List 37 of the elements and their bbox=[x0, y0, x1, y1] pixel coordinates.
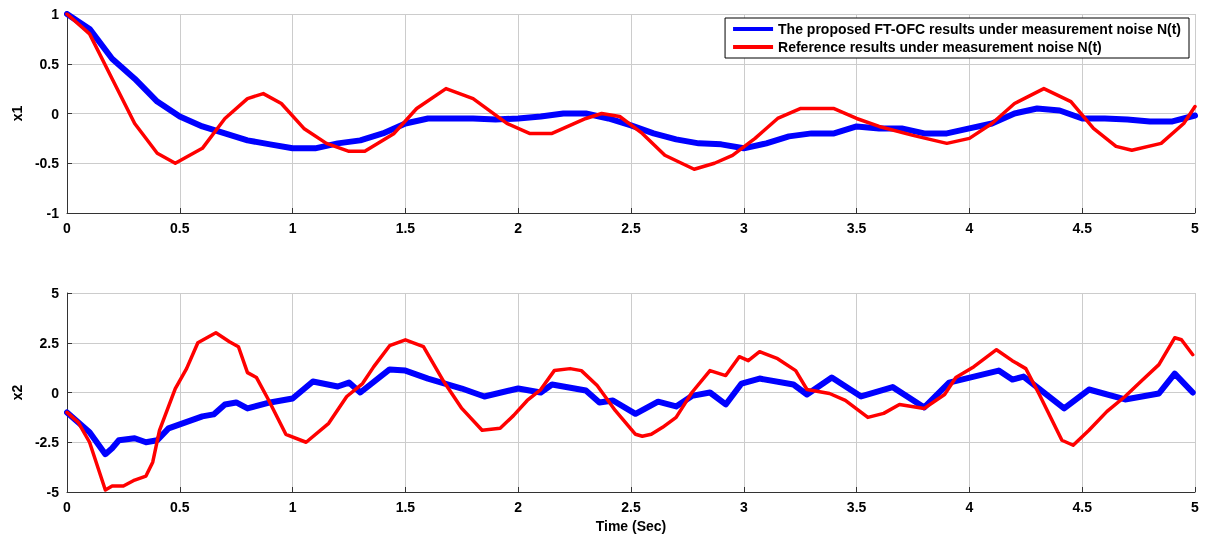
x-tick-label: 3 bbox=[739, 499, 748, 515]
x-tick-label: 3.5 bbox=[846, 220, 867, 236]
x-tick-label: 1 bbox=[288, 499, 297, 515]
y-tick-label: 5 bbox=[51, 285, 60, 301]
y-axis-title: x1 bbox=[8, 105, 25, 122]
x-tick-label: 1.5 bbox=[395, 220, 416, 236]
x-tick-label: 4 bbox=[965, 220, 974, 236]
legend-label: Reference results under measurement noise N(t) bbox=[778, 39, 1102, 55]
y-tick-label: 0.5 bbox=[39, 55, 60, 72]
x-tick-label: 3.5 bbox=[846, 499, 867, 515]
x-tick-label: 0 bbox=[63, 220, 72, 236]
x-tick-label: 4 bbox=[965, 499, 974, 515]
x-tick-label: 0 bbox=[63, 499, 72, 515]
legend-label: The proposed FT-OFC results under measurement noise N(t) bbox=[778, 21, 1182, 37]
x-tick-label: 2 bbox=[514, 499, 523, 515]
y-tick-label: 2.5 bbox=[39, 334, 60, 351]
x-tick-label: 0.5 bbox=[170, 499, 190, 515]
x-tick-label: 5 bbox=[1191, 499, 1200, 515]
x-axis-title: Time (Sec) bbox=[595, 517, 667, 534]
x-tick-label: 1.5 bbox=[395, 499, 416, 515]
y-tick-label: 0 bbox=[51, 384, 60, 401]
y-tick-label: -2.5 bbox=[34, 434, 60, 451]
y-tick-label: 0 bbox=[51, 105, 60, 122]
x-tick-label: 0.5 bbox=[170, 220, 190, 236]
x-tick-label: 5 bbox=[1191, 220, 1200, 236]
x-tick-label: 4.5 bbox=[1072, 220, 1093, 236]
y-tick-label: -5 bbox=[46, 484, 60, 500]
x-tick-label: 4.5 bbox=[1072, 499, 1093, 515]
y-tick-label: -0.5 bbox=[34, 155, 60, 172]
x-tick-label: 2.5 bbox=[621, 499, 641, 515]
x-tick-label: 2 bbox=[514, 220, 523, 236]
x-tick-label: 2.5 bbox=[621, 220, 641, 236]
x-tick-label: 1 bbox=[288, 220, 297, 236]
y-tick-label: 1 bbox=[51, 6, 60, 22]
y-tick-label: -1 bbox=[46, 205, 60, 221]
y-axis-title: x2 bbox=[8, 384, 25, 401]
x-tick-label: 3 bbox=[739, 220, 748, 236]
